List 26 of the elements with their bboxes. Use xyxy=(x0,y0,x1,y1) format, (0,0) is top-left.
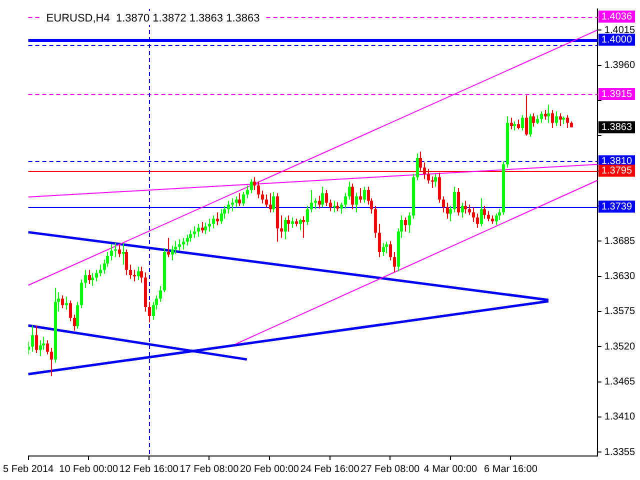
ref-line-label: 1.4000 xyxy=(601,34,632,46)
annotation: 1.3863 xyxy=(601,122,632,134)
ref-line-label: 1.3915 xyxy=(601,88,632,100)
x-tick-label: 5 Feb 2014 xyxy=(2,464,54,475)
chart-title: EURUSD,H4 1.3870 1.3872 1.3863 1.3863 xyxy=(46,12,260,25)
x-tick-label: 20 Feb 00:00 xyxy=(240,464,300,475)
x-tick-label: 12 Feb 16:00 xyxy=(119,464,179,475)
ref-line-label: 1.4036 xyxy=(601,11,632,22)
x-tick-label: 10 Feb 00:00 xyxy=(59,464,119,475)
y-tick-label: 1.3685 xyxy=(604,236,636,247)
x-tick-label: 4 Mar 00:00 xyxy=(424,464,478,475)
ref-line-label: 1.3739 xyxy=(601,201,632,212)
x-tick-label: 17 Feb 08:00 xyxy=(180,464,240,475)
ref-line-label: 1.3795 xyxy=(601,166,632,177)
x-tick-label: 6 Mar 16:00 xyxy=(484,464,538,475)
y-tick-label: 1.3960 xyxy=(604,60,636,72)
y-tick-label: 1.4015 xyxy=(604,24,636,36)
y-tick-label: 1.3630 xyxy=(604,271,636,282)
x-tick-label: 24 Feb 16:00 xyxy=(300,464,360,475)
y-tick-label: 1.3520 xyxy=(604,341,636,352)
y-tick-label: 1.3465 xyxy=(604,376,636,388)
y-tick-label: 1.3575 xyxy=(604,306,636,318)
y-tick-label: 1.3410 xyxy=(604,412,636,423)
y-tick-label: 1.3355 xyxy=(604,446,636,458)
x-tick-label: 27 Feb 08:00 xyxy=(360,464,420,475)
ref-line-label: 1.3810 xyxy=(601,156,632,167)
